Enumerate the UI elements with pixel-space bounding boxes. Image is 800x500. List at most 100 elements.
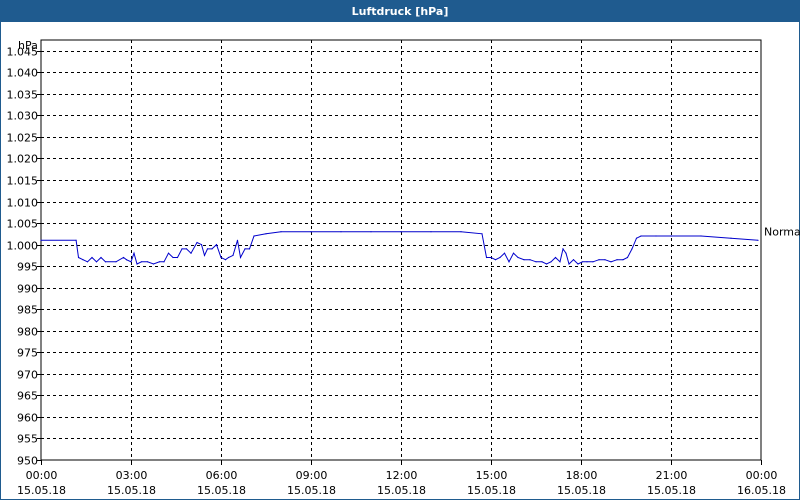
data-point bbox=[239, 256, 242, 259]
data-point bbox=[730, 237, 732, 239]
data-point bbox=[146, 261, 149, 263]
x-tick-time: 06:00 bbox=[206, 469, 238, 482]
x-tick-time: 09:00 bbox=[296, 469, 328, 482]
data-point bbox=[610, 261, 612, 263]
y-tick-label: 1.005 bbox=[7, 218, 39, 231]
data-point bbox=[481, 233, 483, 235]
y-tick-label: 1.025 bbox=[7, 132, 39, 145]
data-point bbox=[181, 248, 183, 250]
data-point bbox=[499, 256, 501, 259]
data-point bbox=[152, 263, 155, 265]
data-point bbox=[616, 259, 618, 261]
data-point bbox=[370, 231, 372, 233]
y-tick-label: 990 bbox=[17, 283, 38, 296]
data-point bbox=[176, 256, 179, 259]
x-tick-time: 21:00 bbox=[656, 469, 688, 482]
data-point bbox=[562, 248, 564, 250]
series-label: Normal bbox=[764, 225, 800, 238]
y-tick-label: 975 bbox=[17, 347, 38, 360]
y-tick-label: 955 bbox=[17, 433, 38, 446]
data-point bbox=[485, 256, 488, 259]
x-tick-time: 00:00 bbox=[746, 469, 778, 482]
data-point bbox=[512, 252, 515, 254]
data-point bbox=[340, 231, 342, 233]
data-point bbox=[163, 261, 165, 263]
data-point bbox=[248, 248, 251, 250]
x-tick-date: 15.05.18 bbox=[197, 484, 246, 497]
data-point bbox=[100, 256, 102, 259]
data-point bbox=[206, 248, 209, 250]
data-point bbox=[200, 244, 203, 246]
data-point bbox=[503, 252, 506, 254]
data-point bbox=[190, 252, 192, 254]
data-point bbox=[158, 261, 161, 263]
data-point bbox=[91, 256, 93, 259]
data-point bbox=[167, 252, 170, 254]
x-tick-time: 15:00 bbox=[476, 469, 508, 482]
data-point bbox=[196, 241, 198, 244]
data-point bbox=[541, 261, 543, 263]
data-point bbox=[670, 235, 672, 237]
data-point bbox=[626, 256, 629, 259]
data-point bbox=[460, 231, 462, 233]
data-point bbox=[635, 237, 638, 239]
data-point bbox=[280, 231, 282, 233]
x-tick-date: 15.05.18 bbox=[557, 484, 606, 497]
x-tick-time: 00:00 bbox=[26, 469, 58, 482]
chart-title: Luftdruck [hPa] bbox=[1, 1, 799, 22]
data-point bbox=[232, 254, 234, 256]
y-tick-label: 1.010 bbox=[7, 197, 39, 210]
data-point bbox=[586, 261, 588, 263]
y-tick-label: 1.045 bbox=[7, 46, 39, 59]
data-point bbox=[430, 231, 432, 233]
data-point bbox=[77, 256, 80, 259]
data-point bbox=[236, 239, 239, 241]
y-tick-label: 980 bbox=[17, 326, 38, 339]
y-tick-label: 1.000 bbox=[7, 240, 39, 253]
data-point bbox=[529, 259, 531, 261]
x-tick-date: 15.05.18 bbox=[467, 484, 516, 497]
data-point bbox=[95, 261, 98, 263]
y-tick-label: 965 bbox=[17, 390, 38, 403]
x-tick-date: 15.05.18 bbox=[377, 484, 426, 497]
data-point bbox=[757, 239, 759, 241]
x-tick-time: 18:00 bbox=[566, 469, 598, 482]
data-point bbox=[598, 259, 600, 261]
data-point bbox=[565, 252, 567, 254]
data-point bbox=[140, 261, 143, 263]
x-tick-date: 16.05.18 bbox=[737, 484, 786, 497]
data-point bbox=[244, 248, 246, 250]
data-point bbox=[535, 261, 537, 263]
y-tick-label: 960 bbox=[17, 412, 38, 425]
data-point bbox=[640, 235, 642, 237]
data-point bbox=[545, 263, 548, 265]
grid bbox=[40, 39, 762, 461]
data-point bbox=[523, 259, 525, 261]
x-tick-date: 15.05.18 bbox=[17, 484, 66, 497]
data-point bbox=[265, 233, 267, 235]
data-point bbox=[572, 259, 575, 261]
y-tick-label: 1.015 bbox=[7, 175, 39, 188]
data-point bbox=[592, 261, 594, 263]
data-point bbox=[400, 231, 402, 233]
y-tick-label: 1.030 bbox=[7, 110, 39, 123]
data-point bbox=[622, 259, 624, 261]
y-tick-label: 950 bbox=[17, 455, 38, 468]
data-point bbox=[215, 244, 218, 246]
x-tick-date: 15.05.18 bbox=[287, 484, 336, 497]
data-point bbox=[253, 235, 255, 237]
series-layer: Normal bbox=[40, 225, 800, 265]
data-point bbox=[82, 259, 84, 261]
series-line bbox=[41, 231, 759, 265]
data-point bbox=[220, 256, 222, 259]
data-point bbox=[577, 263, 579, 265]
data-point bbox=[550, 261, 552, 263]
data-point bbox=[211, 248, 213, 250]
data-point bbox=[133, 252, 135, 254]
y-tick-label: 1.035 bbox=[7, 89, 39, 102]
data-point bbox=[604, 259, 606, 261]
data-point bbox=[655, 235, 657, 237]
data-point bbox=[130, 261, 132, 263]
